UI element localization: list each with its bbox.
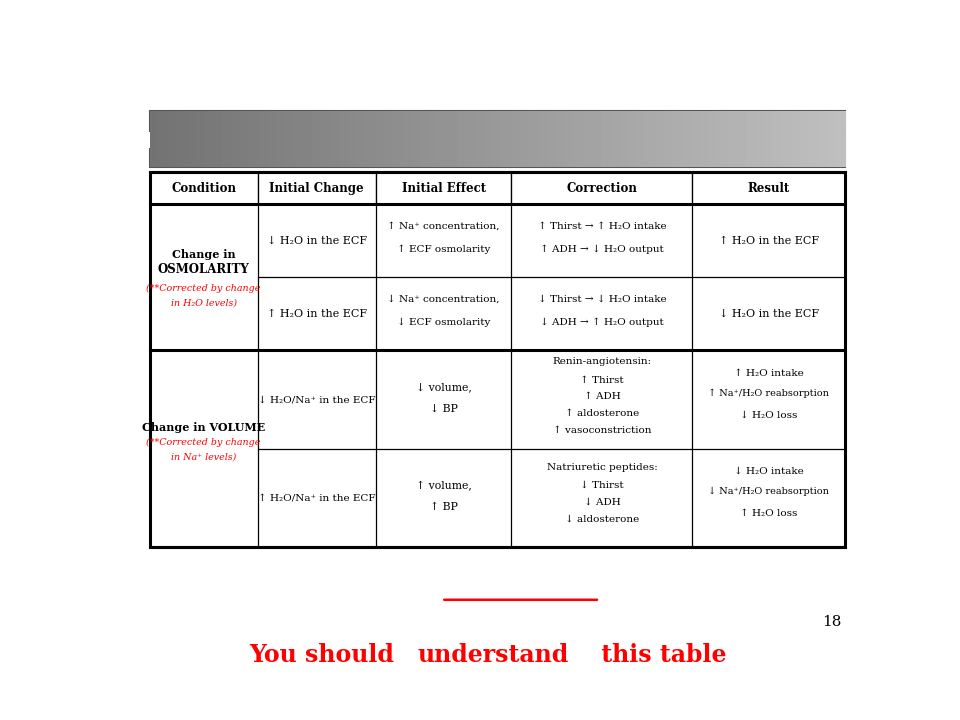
Text: ↓ H₂O in the ECF: ↓ H₂O in the ECF <box>267 235 367 246</box>
Text: Summary Table of Fluid and Electrolyte Balance: Summary Table of Fluid and Electrolyte B… <box>103 125 893 153</box>
Text: OSMOLARITY: OSMOLARITY <box>157 264 250 276</box>
Text: ↑ H₂O intake: ↑ H₂O intake <box>734 369 804 377</box>
Text: Initial Change: Initial Change <box>270 181 364 194</box>
Text: ↑ ECF osmolarity: ↑ ECF osmolarity <box>397 244 491 253</box>
Text: ↓ BP: ↓ BP <box>430 403 458 413</box>
Text: Condition: Condition <box>171 181 236 194</box>
Text: ↑ ADH → ↓ H₂O output: ↑ ADH → ↓ H₂O output <box>540 244 663 253</box>
Text: ↑ ADH: ↑ ADH <box>584 392 620 401</box>
Text: understand: understand <box>418 643 569 667</box>
Text: Natriuretic peptides:: Natriuretic peptides: <box>546 463 658 472</box>
Text: ↓ Na⁺ concentration,: ↓ Na⁺ concentration, <box>388 294 500 304</box>
Text: Change in: Change in <box>172 249 235 261</box>
Text: Result: Result <box>748 181 790 194</box>
Text: in H₂O levels): in H₂O levels) <box>171 298 237 307</box>
Text: ↑ vasoconstriction: ↑ vasoconstriction <box>553 426 651 435</box>
Text: Change in VOLUME: Change in VOLUME <box>142 422 265 433</box>
Text: ↓ ADH: ↓ ADH <box>584 498 620 507</box>
Text: ↓ H₂O in the ECF: ↓ H₂O in the ECF <box>719 309 819 319</box>
Text: ↓ aldosterone: ↓ aldosterone <box>564 515 639 523</box>
Text: ↓ ADH → ↑ H₂O output: ↓ ADH → ↑ H₂O output <box>540 318 663 327</box>
Bar <box>376 172 512 204</box>
Text: ↑ H₂O/Na⁺ in the ECF: ↑ H₂O/Na⁺ in the ECF <box>258 493 375 503</box>
Text: You should: You should <box>250 643 403 667</box>
Text: ↑ H₂O in the ECF: ↑ H₂O in the ECF <box>267 309 367 319</box>
Text: ↓ H₂O intake: ↓ H₂O intake <box>734 467 804 476</box>
Bar <box>150 172 257 204</box>
Bar <box>150 172 846 546</box>
Text: ↓ H₂O loss: ↓ H₂O loss <box>740 410 798 420</box>
Text: ↓ H₂O/Na⁺ in the ECF: ↓ H₂O/Na⁺ in the ECF <box>258 395 375 404</box>
Text: ↑ Thirst: ↑ Thirst <box>580 376 624 384</box>
Text: (**Corrected by change: (**Corrected by change <box>147 438 261 447</box>
Text: ↑ Na⁺/H₂O reabsorption: ↑ Na⁺/H₂O reabsorption <box>708 388 829 397</box>
Text: in Na⁺ levels): in Na⁺ levels) <box>171 453 236 462</box>
Bar <box>257 172 376 204</box>
Text: ↑ H₂O loss: ↑ H₂O loss <box>740 509 798 518</box>
Bar <box>512 172 692 204</box>
Bar <box>692 172 846 204</box>
Text: Initial Effect: Initial Effect <box>401 181 486 194</box>
Text: Correction: Correction <box>566 181 637 194</box>
Text: ↑ Na⁺ concentration,: ↑ Na⁺ concentration, <box>388 222 500 230</box>
Text: ↓ ECF osmolarity: ↓ ECF osmolarity <box>397 318 491 327</box>
Text: ↑ BP: ↑ BP <box>430 502 458 512</box>
Text: ↓ Thirst → ↓ H₂O intake: ↓ Thirst → ↓ H₂O intake <box>538 294 666 304</box>
Text: ↑ volume,: ↑ volume, <box>416 481 471 491</box>
Text: ↑ aldosterone: ↑ aldosterone <box>564 409 639 418</box>
Text: ↓ Na⁺/H₂O reabsorption: ↓ Na⁺/H₂O reabsorption <box>708 487 829 496</box>
Text: ↓ Thirst: ↓ Thirst <box>580 481 624 490</box>
Text: ↓ volume,: ↓ volume, <box>416 382 471 392</box>
Text: 18: 18 <box>823 615 842 629</box>
Text: ↑ H₂O in the ECF: ↑ H₂O in the ECF <box>719 235 819 246</box>
Text: (**Corrected by change: (**Corrected by change <box>147 284 261 293</box>
Text: Renin-angiotensin:: Renin-angiotensin: <box>552 357 652 366</box>
Bar <box>150 172 846 546</box>
Text: ↑ Thirst → ↑ H₂O intake: ↑ Thirst → ↑ H₂O intake <box>538 222 666 230</box>
Text: this table: this table <box>593 643 727 667</box>
